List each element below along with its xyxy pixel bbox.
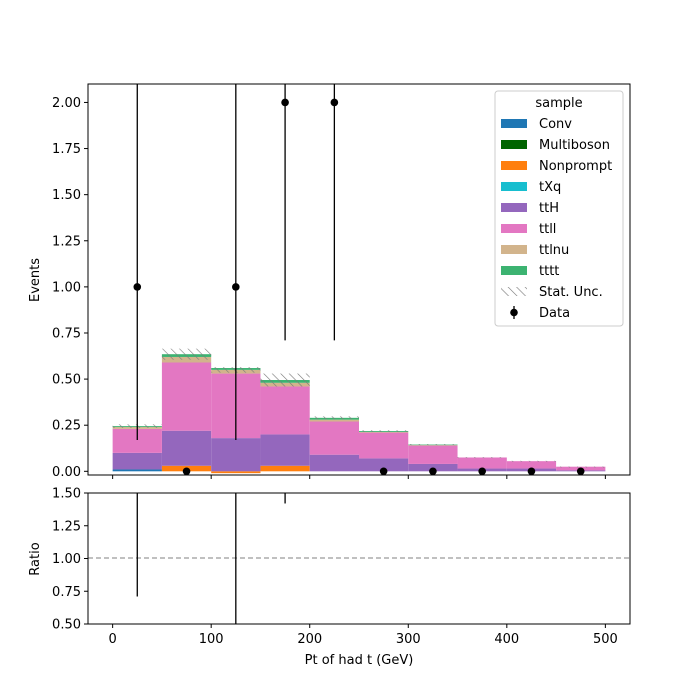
stat-unc-band — [506, 460, 557, 462]
bar-ttll — [260, 386, 310, 435]
data-points — [133, 84, 585, 475]
data-point — [478, 467, 486, 475]
y-tick-label: 0.50 — [52, 373, 81, 388]
data-point — [232, 283, 240, 291]
data-point — [182, 467, 191, 475]
stat-unc-band — [359, 430, 409, 433]
y-tick-label: 1.00 — [52, 280, 81, 295]
y-tick-label: 0.00 — [52, 465, 81, 480]
y-tick-label: 1.25 — [52, 234, 81, 249]
stacked-bars — [112, 354, 606, 474]
x-tick-label: 200 — [297, 632, 322, 647]
bar-tth — [211, 438, 261, 472]
ratio-content — [88, 493, 630, 624]
legend-swatch-multiboson — [501, 140, 527, 149]
legend-label-stat-unc: Stat. Unc. — [539, 285, 603, 300]
x-tick-label: 400 — [494, 632, 519, 647]
main-y-axis-label: Events — [28, 258, 43, 302]
ratio-x-ticks: 0 100 200 300 400 500 — [108, 624, 618, 647]
ratio-y-axis-label: Ratio — [28, 542, 43, 575]
data-point — [281, 98, 289, 107]
bar-ttlnu — [309, 419, 359, 422]
bar-ttlnu — [408, 445, 458, 446]
stat-unc-band — [161, 348, 212, 360]
legend-data-marker — [510, 308, 518, 317]
bar-ttll — [506, 461, 557, 469]
ratio-error-bars — [136, 493, 286, 624]
legend-label-conv: Conv — [539, 117, 572, 132]
bar-tth — [161, 430, 212, 466]
y-tick-label: 0.25 — [52, 419, 81, 434]
stat-unc-band — [260, 373, 310, 387]
y-tick-label: 1.50 — [52, 188, 81, 203]
x-axis-label: Pt of had t (GeV) — [305, 653, 414, 668]
legend-swatch-nonprompt — [501, 161, 527, 170]
legend-label-data: Data — [539, 306, 570, 321]
bar-nonprompt — [260, 465, 310, 472]
bar-tth — [359, 458, 409, 472]
main-y-ticks: 0.00 0.25 0.50 0.75 1.00 1.25 1.50 1.75 2.00 — [52, 96, 88, 480]
y-tick-label: 0.75 — [52, 326, 81, 341]
legend-swatch-tttt — [501, 266, 527, 275]
ratio-y-tick-label: 1.50 — [52, 487, 81, 502]
data-point — [527, 467, 536, 475]
data-point — [133, 283, 142, 291]
legend-label-nonprompt: Nonprompt — [539, 159, 612, 174]
bar-nonprompt — [211, 471, 261, 474]
legend-swatch-ttlnu — [501, 245, 527, 254]
x-tick-label: 100 — [199, 632, 224, 647]
data-point — [429, 467, 437, 475]
legend-swatch-stat-unc — [501, 287, 527, 296]
x-tick-label: 300 — [396, 632, 421, 647]
bar-tth — [112, 452, 162, 470]
bar-ttll — [309, 421, 359, 455]
legend-swatch-ttll — [501, 224, 527, 233]
stat-unc-band — [309, 416, 359, 420]
legend-title: sample — [535, 96, 582, 111]
legend-label-tth: ttH — [539, 201, 559, 216]
ratio-y-tick-label: 0.50 — [52, 618, 81, 633]
bar-ttll — [161, 362, 212, 431]
legend-swatch-txq — [501, 182, 527, 191]
ratio-y-tick-label: 1.25 — [52, 519, 81, 534]
legend-label-tttt: tttt — [539, 264, 559, 279]
data-point — [330, 98, 339, 107]
bar-ttll — [457, 457, 507, 469]
bar-tth — [309, 454, 359, 472]
ratio-y-tick-label: 0.75 — [52, 585, 81, 600]
ratio-y-ticks: 0.50 0.75 1.00 1.25 1.50 — [52, 487, 88, 633]
main-x-ticks — [112, 475, 606, 479]
legend: sample Conv Multiboson Nonprompt tXq ttH ttll… — [494, 90, 624, 327]
bar-tth — [260, 434, 310, 466]
bar-ttll — [408, 445, 458, 464]
y-tick-label: 1.75 — [52, 142, 81, 157]
bar-conv — [112, 469, 162, 472]
main-axes-frame — [87, 83, 631, 476]
bar-ttll — [112, 428, 162, 453]
data-point — [379, 467, 388, 475]
legend-label-ttll: ttll — [539, 222, 556, 237]
y-tick-label: 2.00 — [52, 96, 81, 111]
x-tick-label: 0 — [108, 632, 116, 647]
legend-label-txq: tXq — [539, 180, 561, 195]
legend-label-ttlnu: ttlnu — [539, 243, 569, 258]
ratio-y-tick-label: 1.00 — [52, 552, 81, 567]
legend-swatch-tth — [501, 203, 527, 212]
x-tick-label: 500 — [593, 632, 618, 647]
bar-ttll — [359, 432, 409, 459]
stat-unc-band — [408, 444, 458, 446]
legend-swatch-conv — [501, 119, 527, 128]
legend-label-multiboson: Multiboson — [539, 138, 610, 153]
bar-ttlnu — [359, 432, 409, 433]
stat-unc-band — [556, 466, 606, 468]
data-point — [576, 467, 585, 475]
stat-unc-band — [457, 457, 507, 459]
